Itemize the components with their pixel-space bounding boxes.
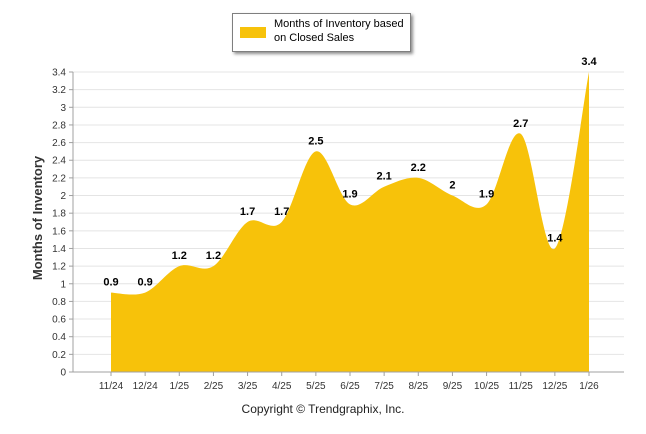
data-label: 1.2 (172, 250, 187, 262)
data-label: 1.7 (274, 206, 289, 218)
y-tick-label: 1.6 (52, 226, 66, 237)
copyright-text: Copyright © Trendgraphix, Inc. (241, 402, 405, 416)
axes (69, 71, 624, 376)
y-tick-label: 1.2 (52, 262, 66, 273)
legend-label: Months of Inventory based on Closed Sale… (274, 18, 404, 44)
data-label: 1.4 (547, 232, 563, 244)
x-tick-label: 6/25 (340, 381, 360, 392)
data-point (383, 186, 385, 188)
y-tick-label: 1.4 (52, 244, 66, 255)
x-tick-labels: 11/24 12/24 1/25 2/25 3/25 4/25 5/25 6/25 7/25 8/… (99, 381, 599, 392)
y-axis-title: Months of Inventory (30, 155, 45, 280)
data-label: 2 (449, 180, 455, 192)
y-tick-label: 0.8 (52, 297, 66, 308)
data-label: 2.1 (376, 171, 391, 183)
data-point (417, 177, 419, 179)
data-point (486, 203, 488, 205)
y-tick-label: 0.4 (52, 332, 66, 343)
data-point (212, 265, 214, 267)
x-tick-label: 9/25 (443, 381, 463, 392)
data-label: 2.5 (308, 135, 323, 147)
data-point (520, 133, 522, 135)
y-tick-label: 3.2 (52, 85, 66, 96)
y-tick-label: 2.8 (52, 120, 66, 131)
data-point (110, 292, 112, 294)
area-series (110, 71, 590, 372)
data-point (178, 265, 180, 267)
area-fill (111, 72, 589, 372)
x-tick-label: 2/25 (204, 381, 224, 392)
x-tick-label: 8/25 (409, 381, 429, 392)
y-tick-labels: 0 0.2 0.4 0.6 0.8 1 1.2 1.4 1.6 1.8 2 2.2 2.4 2.6 2.8 3… (52, 68, 66, 379)
data-point (349, 203, 351, 205)
legend: Months of Inventory based on Closed Sale… (232, 13, 411, 52)
data-point (144, 292, 146, 294)
data-point (247, 221, 249, 223)
data-label: 0.9 (137, 277, 152, 289)
y-tick-label: 2.6 (52, 138, 66, 149)
x-tick-label: 7/25 (374, 381, 394, 392)
data-label: 1.7 (240, 206, 255, 218)
x-tick-label: 3/25 (238, 381, 258, 392)
y-tick-label: 0.2 (52, 350, 66, 361)
y-tick-label: 2.4 (52, 156, 66, 167)
data-label: 0.9 (103, 277, 118, 289)
x-tick-label: 12/25 (542, 381, 567, 392)
data-label: 3.4 (581, 56, 597, 68)
y-tick-label: 3 (60, 103, 66, 114)
x-tick-label: 11/25 (509, 381, 534, 392)
y-tick-label: 2.2 (52, 173, 66, 184)
x-tick-label: 4/25 (272, 381, 292, 392)
y-tick-label: 1.8 (52, 209, 66, 220)
x-tick-label: 5/25 (306, 381, 326, 392)
legend-swatch (240, 27, 266, 38)
data-label: 2.2 (411, 162, 426, 174)
data-label: 1.9 (342, 188, 357, 200)
data-point (554, 247, 556, 249)
data-label: 2.7 (513, 118, 528, 130)
data-point (281, 221, 283, 223)
data-point (315, 150, 317, 152)
data-point (588, 71, 590, 73)
y-tick-label: 0.6 (52, 315, 66, 326)
data-label: 1.9 (479, 188, 494, 200)
x-tick-label: 10/25 (474, 381, 499, 392)
x-tick-label: 12/24 (133, 381, 158, 392)
y-tick-label: 2 (60, 191, 66, 202)
x-tick-label: 11/24 (99, 381, 124, 392)
x-tick-label: 1/25 (170, 381, 190, 392)
data-label: 1.2 (206, 250, 221, 262)
y-tick-label: 0 (60, 368, 66, 379)
y-tick-label: 1 (60, 279, 66, 290)
data-point (451, 195, 453, 197)
x-tick-label: 1/26 (579, 381, 599, 392)
y-tick-label: 3.4 (52, 68, 66, 79)
data-labels: 0.9 0.9 1.2 1.2 1.7 1.7 2.5 1.9 2.1 2.2 2 1.9 2.7 1.4… (103, 56, 597, 289)
